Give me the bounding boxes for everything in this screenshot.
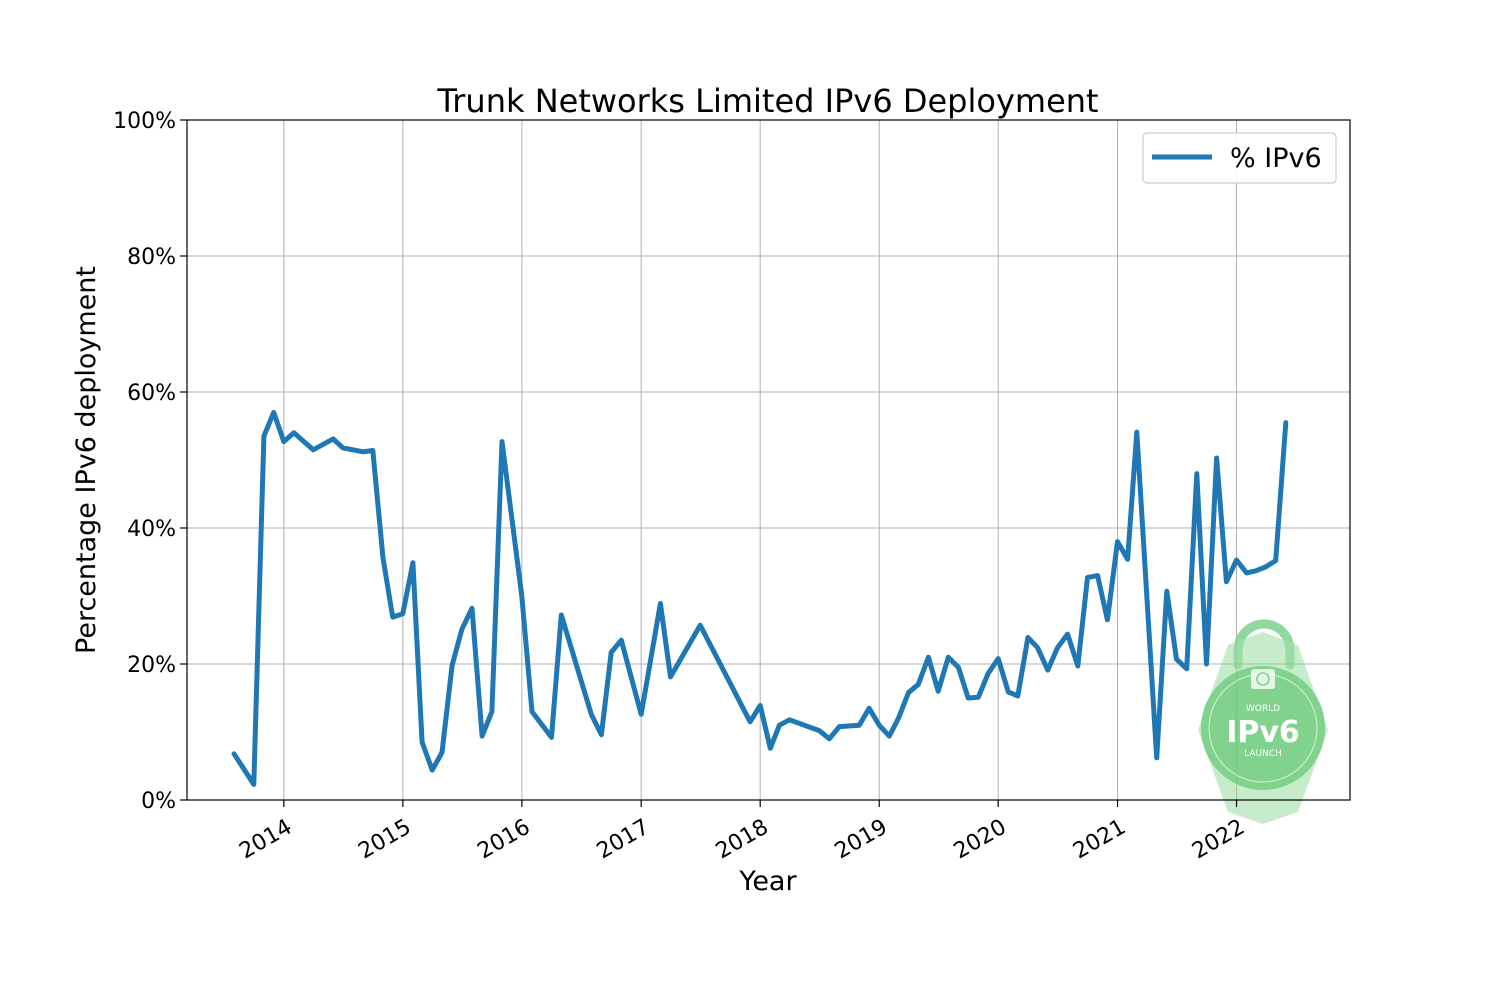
ipv6-launch-logo-icon: WORLD IPv6 LAUNCH [1198,619,1328,824]
svg-text:LAUNCH: LAUNCH [1244,749,1282,759]
x-tick-label: 2020 [950,815,1011,865]
grid [187,119,1350,801]
x-tick-label: 2018 [712,815,773,865]
y-tick-label: 20% [127,653,176,678]
x-tick-label: 2015 [354,815,415,865]
y-tick-label: 60% [127,381,176,406]
x-tick-label: 2021 [1069,815,1130,865]
x-tick-label: 2016 [473,815,534,865]
plot-frame [186,119,1351,801]
series-line-ipv6 [231,409,1289,787]
y-tick-label: 100% [113,109,176,134]
chart-title: Trunk Networks Limited IPv6 Deployment [436,82,1098,120]
x-axis-label: Year [738,866,797,897]
y-axis: 0% 20% 40% 60% 80% 100% [113,109,187,814]
legend-label: % IPv6 [1230,143,1322,174]
x-tick-label: 2022 [1188,815,1249,865]
legend-box [1142,132,1337,184]
y-tick-label: 0% [141,789,176,814]
svg-text:WORLD: WORLD [1246,704,1280,714]
y-tick-label: 40% [127,517,176,542]
y-axis-label: Percentage IPv6 deployment [71,266,102,654]
x-tick-label: 2014 [235,815,296,865]
x-tick-label: 2019 [831,815,892,865]
x-axis: 2014 2015 2016 2017 2018 2019 2020 2021 2022 [235,800,1249,864]
x-tick-label: 2017 [593,815,654,865]
legend: % IPv6 [1142,132,1337,184]
svg-text:IPv6: IPv6 [1226,715,1300,750]
y-tick-label: 80% [127,245,176,270]
